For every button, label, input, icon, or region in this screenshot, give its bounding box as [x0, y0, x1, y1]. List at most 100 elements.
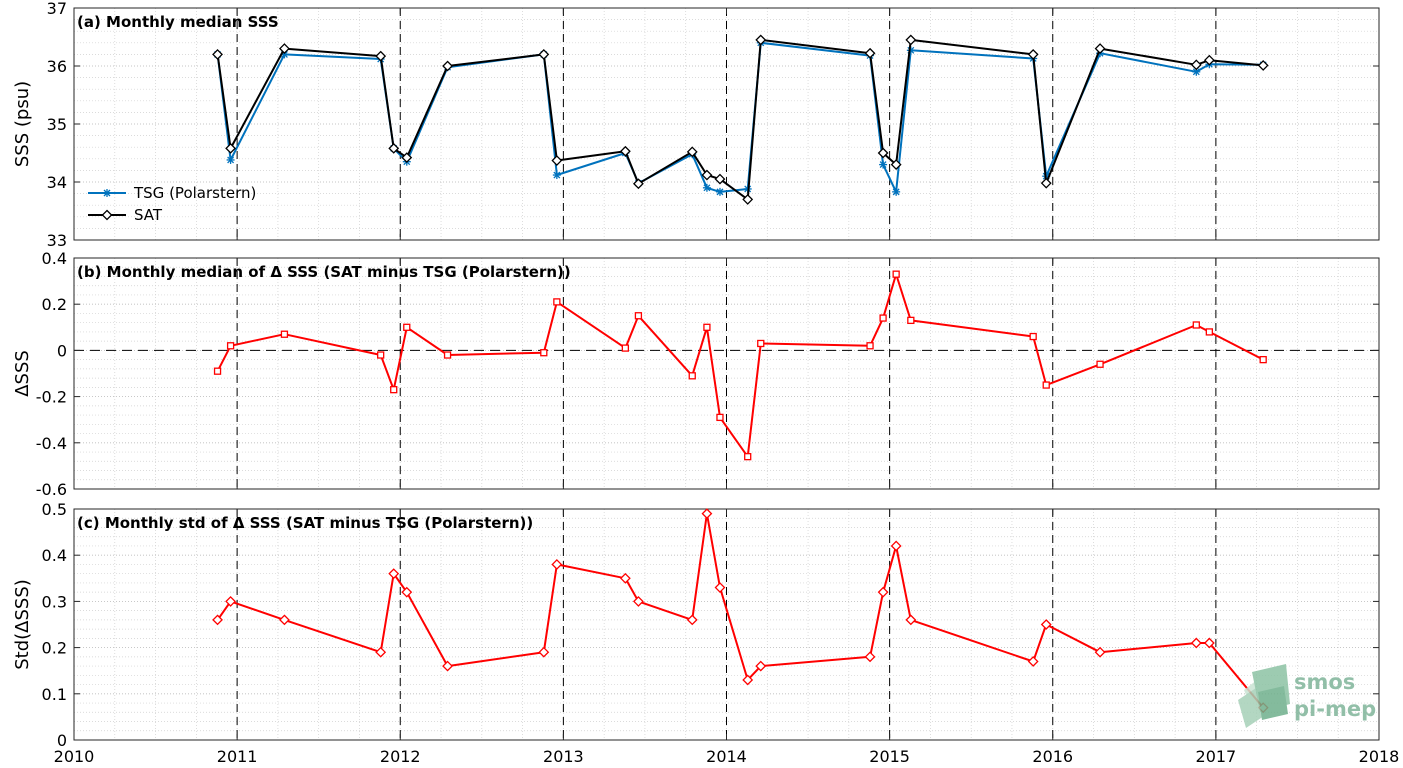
logo-shape	[1258, 686, 1288, 720]
data-point	[1096, 360, 1104, 368]
data-point	[686, 614, 698, 626]
data-point	[905, 34, 917, 46]
y-tick-label: 0.5	[42, 500, 67, 519]
data-point	[538, 646, 550, 658]
y-tick-label: 36	[47, 57, 67, 76]
data-point	[716, 413, 724, 422]
panel-title: (c) Monthly std of Δ SSS (SAT minus TSG …	[77, 514, 533, 532]
panel-title: (a) Monthly median SSS	[77, 13, 279, 31]
data-point	[755, 660, 767, 672]
data-point	[1259, 355, 1267, 364]
data-point	[551, 559, 563, 570]
data-point	[905, 614, 917, 626]
x-tick-label: 2018	[1359, 747, 1400, 766]
y-tick-label: 35	[47, 115, 67, 134]
x-tick-label: 2017	[1196, 747, 1237, 766]
data-point	[540, 349, 548, 357]
y-tick-label: 0.2	[42, 639, 67, 658]
data-point	[757, 339, 765, 348]
x-tick-label: 2015	[869, 747, 910, 766]
data-point	[280, 330, 289, 338]
smos-pimep-logo: smos pi-mep	[1238, 664, 1376, 728]
data-point	[212, 614, 223, 626]
data-point	[388, 568, 400, 580]
panel-title: (b) Monthly median of Δ SSS (SAT minus T…	[77, 263, 571, 281]
data-point	[879, 160, 888, 169]
y-tick-label: 0	[57, 731, 67, 750]
data-point	[890, 540, 902, 552]
data-point	[212, 48, 223, 60]
data-point	[401, 152, 413, 164]
y-tick-label: 0.4	[42, 249, 67, 268]
data-point	[877, 586, 889, 598]
data-point	[890, 159, 902, 171]
data-point	[703, 323, 711, 331]
data-point	[688, 372, 696, 380]
data-point	[377, 351, 385, 359]
x-tick-label: 2010	[54, 747, 95, 766]
marker-stroke	[879, 161, 887, 169]
data-point	[632, 178, 644, 190]
data-point	[892, 187, 901, 196]
data-point	[388, 142, 400, 154]
data-point	[714, 582, 726, 593]
data-point	[621, 344, 630, 352]
marker-stroke	[1192, 68, 1200, 76]
y-tick-label: 37	[47, 0, 67, 18]
data-point	[1040, 619, 1052, 630]
data-point	[634, 312, 643, 320]
marker-stroke	[703, 184, 711, 192]
x-tick-label: 2016	[1032, 747, 1073, 766]
data-point	[1094, 646, 1106, 658]
data-point	[226, 342, 235, 350]
data-point	[1042, 381, 1050, 389]
data-point	[619, 145, 631, 157]
y-tick-label: 0.4	[42, 546, 67, 565]
data-point	[538, 48, 550, 60]
data-point	[686, 146, 698, 158]
data-point	[744, 453, 752, 461]
data-point	[714, 173, 726, 185]
data-point	[552, 171, 561, 180]
data-point	[1190, 637, 1202, 649]
legend-entry: SAT	[134, 206, 163, 224]
panel-1: 33 34 35 36 37 SSS (psu) (a) Monthly median SS…	[12, 0, 1380, 250]
data-point	[742, 674, 754, 686]
y-tick-label: 0.1	[42, 685, 67, 704]
data-point	[701, 169, 713, 181]
data-point	[375, 646, 387, 658]
y-tick-label: 33	[47, 231, 67, 250]
data-point	[702, 183, 711, 192]
data-point	[864, 651, 876, 663]
x-tick-label: 2011	[217, 747, 258, 766]
data-point	[742, 193, 754, 205]
plot-area	[74, 8, 1379, 240]
y-tick-label: 0.3	[42, 592, 67, 611]
data-point	[442, 60, 453, 72]
data-point	[1203, 637, 1215, 649]
data-point	[632, 595, 644, 607]
y-axis-label: ΔSSS	[12, 350, 33, 397]
legend: TSG (Polarstern) SAT	[88, 184, 256, 224]
data-point	[1257, 60, 1269, 71]
legend-marker	[101, 209, 113, 221]
data-point	[866, 342, 874, 350]
x-tick-label: 2014	[706, 747, 747, 766]
data-point	[877, 147, 889, 159]
data-point	[1027, 48, 1039, 60]
data-point	[864, 47, 876, 59]
panel-3: 0 0.1 0.2 0.3 0.4 0.5 2010 2011 2012 2013 2014 2015…	[12, 500, 1399, 766]
marker-stroke	[716, 188, 724, 196]
data-point	[1205, 328, 1213, 336]
data-point	[443, 351, 452, 359]
data-point	[225, 595, 237, 607]
x-tick-label: 2013	[543, 747, 584, 766]
data-point	[279, 43, 290, 55]
legend-entry: TSG (Polarstern)	[133, 184, 256, 202]
data-point	[279, 614, 290, 626]
data-point	[553, 298, 561, 306]
marker-stroke	[892, 188, 900, 196]
series-line-1	[216, 273, 1264, 458]
data-point	[1040, 177, 1052, 189]
logo-text-line1: smos	[1294, 670, 1355, 694]
